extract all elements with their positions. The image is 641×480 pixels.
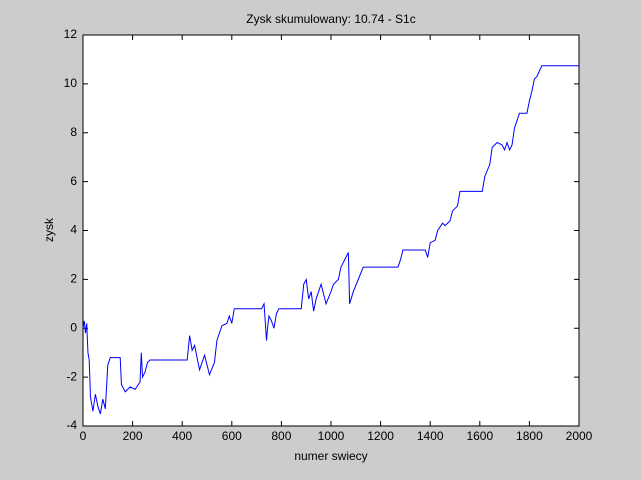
axes-box — [82, 34, 580, 427]
x-tick-label: 800 — [271, 429, 291, 443]
x-tick-label: 1000 — [318, 429, 345, 443]
x-tick-label: 600 — [222, 429, 242, 443]
y-tick-label: 6 — [70, 174, 77, 188]
x-axis-label: numer swiecy — [294, 449, 367, 463]
y-tick-label: -4 — [66, 418, 77, 432]
y-tick-label: -2 — [66, 369, 77, 383]
x-tick-label: 1600 — [466, 429, 493, 443]
y-tick-label: 12 — [64, 27, 78, 41]
x-tick-label: 1800 — [516, 429, 543, 443]
y-tick-label: 10 — [64, 76, 78, 90]
x-tick-label: 1200 — [367, 429, 394, 443]
y-axis-label: zysk — [42, 217, 56, 242]
x-tick-label: 2000 — [566, 429, 593, 443]
x-tick-label: 400 — [172, 429, 192, 443]
x-tick-label: 1400 — [417, 429, 444, 443]
chart-title: Zysk skumulowany: 10.74 - S1c — [246, 12, 415, 26]
x-tick-label: 200 — [123, 429, 143, 443]
line-series — [82, 65, 579, 414]
plot-area — [83, 35, 579, 426]
y-tick-label: 8 — [70, 125, 77, 139]
y-tick-label: 2 — [70, 272, 77, 286]
x-tick-label: 0 — [80, 429, 87, 443]
y-tick-label: 4 — [70, 223, 77, 237]
y-tick-label: 0 — [70, 320, 77, 334]
